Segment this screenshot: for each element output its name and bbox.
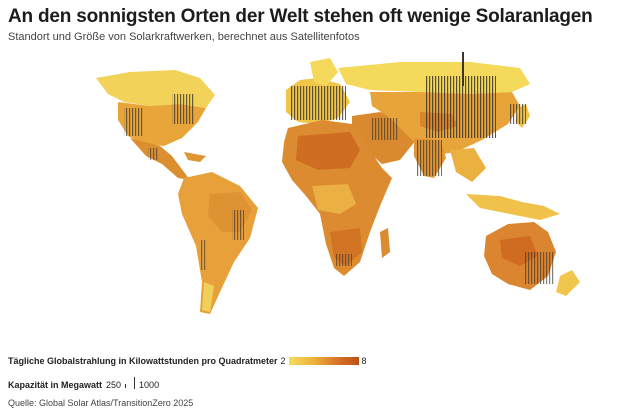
source-note: Quelle: Global Solar Atlas/TransitionZer… — [8, 398, 194, 408]
region-sahara — [296, 132, 360, 170]
world-map — [96, 52, 580, 314]
region-caribbean — [184, 152, 206, 162]
radiation-gradient-bar — [288, 357, 359, 365]
solar-plants-middle-east — [372, 118, 398, 140]
radiation-legend: Tägliche Globalstrahlung in Kilowattstun… — [8, 356, 370, 366]
region-madagascar — [380, 228, 390, 258]
solar-plants-europe — [290, 86, 346, 120]
solar-plants-india — [416, 140, 442, 176]
capacity-large-spike — [134, 377, 136, 389]
solar-plants-china — [426, 76, 496, 138]
greenland — [198, 55, 262, 100]
region-mexico — [130, 138, 190, 180]
region-south-america — [178, 172, 258, 314]
region-indonesia — [466, 194, 560, 220]
page-subtitle: Standort und Größe von Solarkraftwerken,… — [8, 31, 360, 43]
region-southeast-asia — [450, 148, 486, 182]
solar-plants-chile — [200, 240, 206, 270]
page-title: An den sonnigsten Orten der Welt stehen … — [8, 6, 593, 27]
capacity-small-spike — [125, 384, 127, 388]
solar-plants-mexico — [148, 148, 158, 160]
solar-plants-china-peak — [462, 52, 464, 86]
solar-plants-brazil — [232, 210, 244, 240]
capacity-legend-large: 1000 — [139, 380, 160, 390]
radiation-legend-label: Tägliche Globalstrahlung in Kilowattstun… — [8, 356, 278, 366]
solar-plants-usa-east — [172, 94, 194, 124]
region-canada — [96, 70, 215, 108]
capacity-legend-label: Kapazität in Megawatt — [8, 380, 103, 390]
solar-plants-australia — [524, 252, 554, 284]
region-patagonia — [202, 282, 214, 312]
solar-plants-japan — [510, 104, 526, 124]
solar-plants-usa-west — [124, 108, 144, 136]
region-central-africa — [312, 184, 356, 214]
radiation-legend-min: 2 — [280, 356, 286, 366]
region-new-zealand — [556, 270, 580, 296]
radiation-legend-max: 8 — [361, 356, 367, 366]
region-scandinavia — [310, 58, 338, 86]
capacity-legend: Kapazität in Megawatt 250 1000 — [8, 377, 159, 390]
capacity-legend-small: 250 — [106, 380, 122, 390]
solar-plants-south-africa — [336, 254, 352, 266]
